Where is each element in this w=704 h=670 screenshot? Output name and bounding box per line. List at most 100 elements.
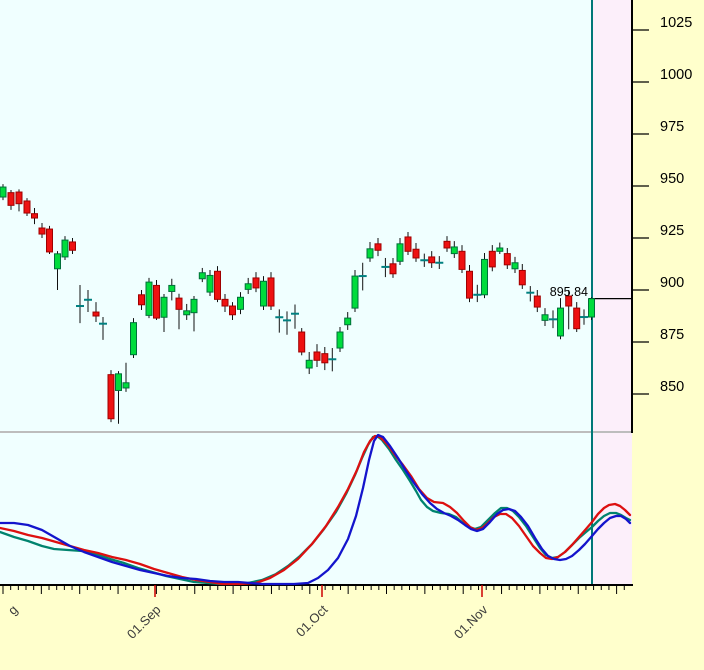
candle-body-up	[450, 246, 458, 255]
candle	[358, 262, 367, 291]
candle-body-up	[183, 310, 191, 316]
y-axis-label: 1025	[660, 14, 693, 31]
candle	[588, 297, 595, 320]
candle-body-down	[69, 241, 76, 251]
candle	[160, 293, 168, 333]
candle	[473, 284, 482, 303]
candle-body-down	[503, 253, 511, 266]
candle-body-down	[533, 295, 541, 308]
candle-body-up	[122, 382, 130, 389]
candle-body-up	[511, 262, 519, 270]
candle-body-down	[565, 295, 573, 307]
candle-body-down	[214, 270, 221, 300]
candle	[138, 290, 145, 310]
candle-body-down	[321, 353, 329, 364]
candle-body-down	[298, 331, 306, 353]
oscillator-line-teal	[0, 434, 632, 586]
candle	[573, 302, 581, 333]
candle	[557, 298, 564, 340]
time-axis-line	[0, 584, 633, 586]
candle-body-up	[168, 284, 176, 292]
candle	[488, 245, 496, 272]
candle	[321, 346, 329, 371]
candle-body-up	[145, 281, 153, 316]
y-axis-label: 875	[660, 326, 685, 343]
candle-body-down	[38, 227, 46, 235]
candle-body-up	[0, 186, 7, 198]
candle-body-down	[138, 294, 145, 306]
candle	[533, 290, 541, 313]
candle-body-up	[366, 248, 374, 259]
candle	[404, 231, 412, 256]
candle	[366, 241, 374, 262]
candle-body-up	[481, 258, 488, 296]
candle-body-up	[260, 280, 267, 307]
candle-body-down	[221, 298, 229, 307]
candle	[145, 277, 153, 319]
candle-body-down	[267, 277, 275, 307]
candle	[252, 272, 260, 293]
candle	[221, 293, 229, 313]
candle-body-down	[458, 250, 466, 270]
candle-body-down	[175, 297, 183, 310]
candle-body-up	[541, 314, 549, 321]
candle-body-up	[305, 359, 313, 369]
candle	[0, 184, 7, 201]
candle-body-up	[557, 307, 564, 337]
candle	[518, 264, 526, 289]
candle-body-up	[396, 243, 404, 262]
candle	[237, 292, 244, 315]
candle-body-down	[252, 277, 260, 289]
candle-body-up	[237, 296, 244, 310]
candle-body-down	[428, 256, 436, 264]
candle	[420, 253, 429, 267]
candle-body-down	[404, 236, 412, 252]
candle	[565, 290, 573, 330]
x-ticks-layer	[2, 585, 625, 597]
candle	[61, 236, 69, 261]
price-axis-line	[631, 0, 633, 433]
candle	[190, 296, 198, 332]
y-ticks-layer	[631, 29, 649, 395]
y-axis-label: 925	[660, 222, 685, 239]
candle-body-up	[160, 296, 168, 318]
candle	[298, 328, 306, 356]
candle	[511, 256, 519, 273]
candle-body-down	[7, 192, 15, 206]
candle	[84, 290, 92, 313]
candle-body-down	[374, 243, 382, 251]
y-axis-label: 900	[660, 274, 685, 291]
candle	[115, 371, 122, 424]
candle	[336, 327, 344, 352]
candle	[175, 293, 183, 330]
candle-body-up	[198, 272, 206, 280]
candle	[412, 242, 420, 262]
candle	[31, 208, 38, 225]
candle	[206, 270, 214, 297]
current-bar-marker-line[interactable]	[590, 0, 593, 585]
candle	[305, 351, 313, 375]
candle	[381, 257, 390, 278]
candle-body-down	[15, 191, 23, 205]
candle	[580, 309, 588, 325]
candle	[351, 270, 359, 313]
candle-body-up	[206, 274, 214, 293]
candle	[107, 370, 115, 423]
candle	[328, 348, 337, 372]
y-axis-label: 950	[660, 170, 685, 187]
candle-body-down	[466, 270, 473, 299]
candle-body-down	[107, 374, 115, 420]
candle-body-up	[190, 298, 198, 314]
candle-body-up	[588, 298, 595, 318]
candle	[443, 236, 451, 252]
y-axis-label: 975	[660, 118, 685, 135]
candle-body-down	[573, 307, 581, 330]
oscillator-line-blue	[0, 433, 632, 586]
candle	[466, 265, 473, 303]
candle-body-down	[313, 351, 321, 361]
candle	[450, 241, 458, 258]
candle	[481, 252, 488, 299]
candle-body-down	[389, 263, 397, 275]
